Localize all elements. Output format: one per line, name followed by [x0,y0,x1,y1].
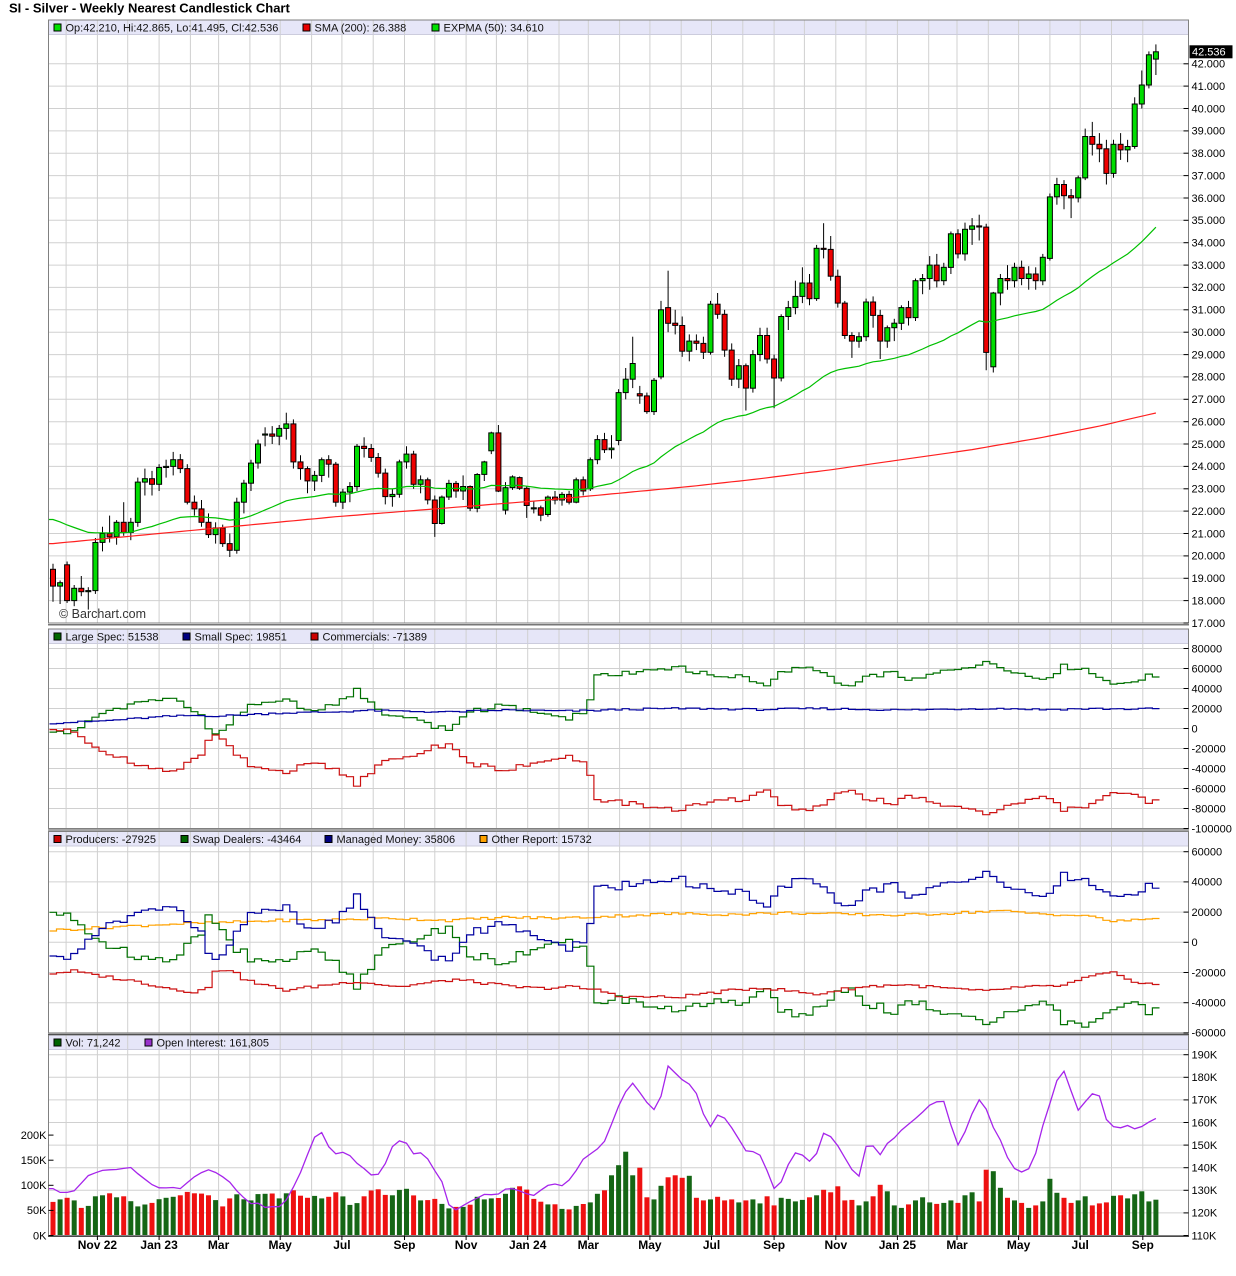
svg-text:20.000: 20.000 [1192,551,1226,563]
svg-text:Commercials: -71389: Commercials: -71389 [323,631,428,643]
svg-text:Sep: Sep [763,1238,785,1252]
svg-text:May: May [638,1238,662,1252]
svg-text:0K: 0K [33,1230,47,1242]
svg-text:40.000: 40.000 [1192,103,1226,115]
svg-text:24.000: 24.000 [1192,461,1226,473]
svg-text:38.000: 38.000 [1192,148,1226,160]
svg-text:© Barchart.com: © Barchart.com [59,607,146,621]
svg-text:60000: 60000 [1192,847,1223,859]
svg-text:Jul: Jul [703,1238,720,1252]
svg-text:Producers: -27925: Producers: -27925 [66,834,157,846]
svg-text:Jan 25: Jan 25 [879,1238,917,1252]
svg-text:Jul: Jul [1072,1238,1089,1252]
svg-text:Swap Dealers: -43464: Swap Dealers: -43464 [193,834,302,846]
svg-text:100K: 100K [21,1180,47,1192]
svg-text:35.000: 35.000 [1192,215,1226,227]
svg-text:120K: 120K [1192,1208,1218,1220]
svg-text:Open Interest: 161,805: Open Interest: 161,805 [157,1037,270,1049]
svg-text:26.000: 26.000 [1192,417,1226,429]
svg-text:May: May [269,1238,293,1252]
svg-text:Nov: Nov [824,1238,847,1252]
svg-text:21.000: 21.000 [1192,528,1226,540]
svg-text:Vol: 71,242: Vol: 71,242 [66,1037,121,1049]
svg-text:25.000: 25.000 [1192,439,1226,451]
svg-text:60000: 60000 [1192,663,1223,675]
svg-text:19.000: 19.000 [1192,573,1226,585]
svg-text:190K: 190K [1192,1050,1218,1062]
svg-text:42.000: 42.000 [1192,59,1226,71]
svg-text:-20000: -20000 [1192,967,1226,979]
svg-text:32.000: 32.000 [1192,282,1226,294]
svg-text:23.000: 23.000 [1192,484,1226,496]
svg-text:-40000: -40000 [1192,763,1226,775]
svg-text:-100000: -100000 [1192,823,1232,835]
svg-text:Small Spec: 19851: Small Spec: 19851 [195,631,287,643]
svg-text:0: 0 [1192,937,1198,949]
svg-text:150K: 150K [1192,1140,1218,1152]
svg-text:17.000: 17.000 [1192,618,1226,630]
svg-text:Sep: Sep [1132,1238,1154,1252]
svg-text:37.000: 37.000 [1192,170,1226,182]
svg-text:SI - Silver - Weekly Nearest C: SI - Silver - Weekly Nearest Candlestick… [9,1,290,16]
svg-text:Large Spec: 51538: Large Spec: 51538 [66,631,159,643]
svg-text:34.000: 34.000 [1192,238,1226,250]
svg-text:180K: 180K [1192,1072,1218,1084]
svg-text:20000: 20000 [1192,907,1223,919]
svg-text:Nov: Nov [455,1238,478,1252]
svg-text:140K: 140K [1192,1163,1218,1175]
svg-text:50K: 50K [27,1205,47,1217]
svg-text:0: 0 [1192,723,1198,735]
svg-text:Other Report: 15732: Other Report: 15732 [492,834,592,846]
svg-text:200K: 200K [21,1130,47,1142]
svg-text:33.000: 33.000 [1192,260,1226,272]
svg-text:Mar: Mar [578,1238,600,1252]
svg-text:SMA (200): 26.388: SMA (200): 26.388 [315,22,407,34]
svg-text:Jan 24: Jan 24 [509,1238,547,1252]
svg-text:Jan 23: Jan 23 [140,1238,178,1252]
svg-text:20000: 20000 [1192,703,1223,715]
svg-text:29.000: 29.000 [1192,349,1226,361]
svg-text:130K: 130K [1192,1185,1218,1197]
svg-text:-40000: -40000 [1192,998,1226,1010]
svg-text:40000: 40000 [1192,683,1223,695]
svg-text:Mar: Mar [208,1238,230,1252]
svg-text:22.000: 22.000 [1192,506,1226,518]
svg-text:39.000: 39.000 [1192,126,1226,138]
svg-text:170K: 170K [1192,1095,1218,1107]
svg-text:Mar: Mar [946,1238,968,1252]
svg-text:80000: 80000 [1192,643,1223,655]
svg-text:Managed Money: 35806: Managed Money: 35806 [337,834,456,846]
svg-text:30.000: 30.000 [1192,327,1226,339]
svg-text:Nov 22: Nov 22 [78,1238,118,1252]
svg-text:42.536: 42.536 [1192,47,1226,59]
svg-text:36.000: 36.000 [1192,193,1226,205]
svg-text:Op:42.210, Hi:42.865, Lo:41.49: Op:42.210, Hi:42.865, Lo:41.495, Cl:42.5… [66,22,279,34]
svg-text:May: May [1007,1238,1031,1252]
svg-text:18.000: 18.000 [1192,595,1226,607]
svg-text:EXPMA (50): 34.610: EXPMA (50): 34.610 [444,22,544,34]
svg-text:Sep: Sep [393,1238,415,1252]
svg-text:-60000: -60000 [1192,783,1226,795]
svg-text:Jul: Jul [333,1238,350,1252]
svg-text:110K: 110K [1192,1230,1218,1242]
svg-text:28.000: 28.000 [1192,372,1226,384]
svg-text:-20000: -20000 [1192,743,1226,755]
svg-text:-80000: -80000 [1192,803,1226,815]
svg-text:40000: 40000 [1192,877,1223,889]
svg-text:31.000: 31.000 [1192,305,1226,317]
svg-text:27.000: 27.000 [1192,394,1226,406]
svg-text:-60000: -60000 [1192,1028,1226,1040]
svg-text:41.000: 41.000 [1192,81,1226,93]
svg-text:160K: 160K [1192,1117,1218,1129]
svg-text:150K: 150K [21,1155,47,1167]
